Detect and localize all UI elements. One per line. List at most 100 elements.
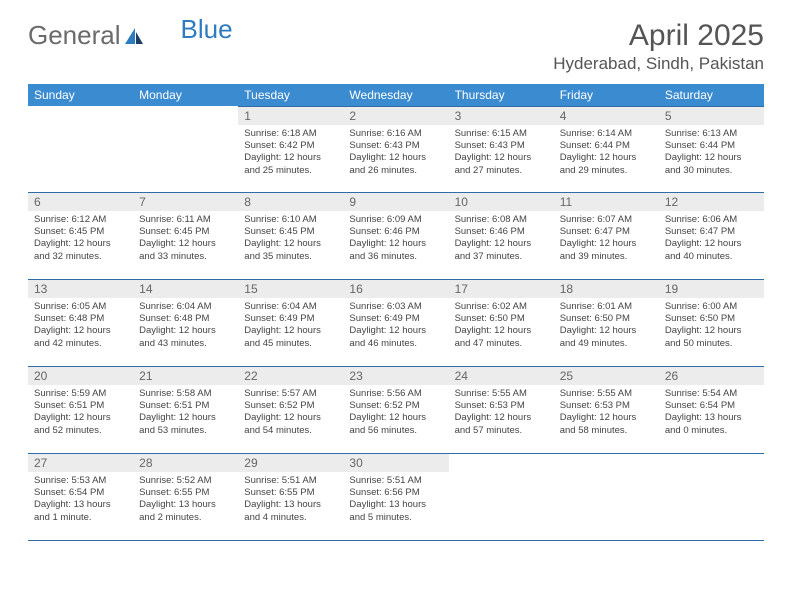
daylight-line1: Daylight: 12 hours <box>139 325 232 337</box>
day-number: 11 <box>554 193 659 211</box>
day-number: 6 <box>28 193 133 211</box>
day-details: Sunrise: 6:02 AMSunset: 6:50 PMDaylight:… <box>449 298 554 352</box>
daylight-line1: Daylight: 12 hours <box>665 238 758 250</box>
calendar-cell: 30Sunrise: 5:51 AMSunset: 6:56 PMDayligh… <box>343 453 448 540</box>
sunrise-text: Sunrise: 5:51 AM <box>349 475 442 487</box>
sunset-text: Sunset: 6:53 PM <box>455 400 548 412</box>
calendar-cell: 29Sunrise: 5:51 AMSunset: 6:55 PMDayligh… <box>238 453 343 540</box>
daylight-line1: Daylight: 12 hours <box>34 238 127 250</box>
daylight-line1: Daylight: 12 hours <box>139 412 232 424</box>
sunrise-text: Sunrise: 5:55 AM <box>455 388 548 400</box>
daylight-line2: and 46 minutes. <box>349 338 442 350</box>
day-details: Sunrise: 6:09 AMSunset: 6:46 PMDaylight:… <box>343 211 448 265</box>
day-details: Sunrise: 6:13 AMSunset: 6:44 PMDaylight:… <box>659 125 764 179</box>
calendar-cell: 14Sunrise: 6:04 AMSunset: 6:48 PMDayligh… <box>133 279 238 366</box>
daylight-line2: and 47 minutes. <box>455 338 548 350</box>
calendar-cell: 1Sunrise: 6:18 AMSunset: 6:42 PMDaylight… <box>238 106 343 193</box>
daylight-line1: Daylight: 13 hours <box>665 412 758 424</box>
day-number: 19 <box>659 280 764 298</box>
calendar-row: 27Sunrise: 5:53 AMSunset: 6:54 PMDayligh… <box>28 453 764 540</box>
daylight-line2: and 29 minutes. <box>560 165 653 177</box>
day-number: 10 <box>449 193 554 211</box>
day-number: 21 <box>133 367 238 385</box>
dayhead-tue: Tuesday <box>238 84 343 106</box>
brand-part1: General <box>28 20 121 51</box>
day-number: 3 <box>449 106 554 125</box>
daylight-line2: and 57 minutes. <box>455 425 548 437</box>
day-details: Sunrise: 6:14 AMSunset: 6:44 PMDaylight:… <box>554 125 659 179</box>
calendar-cell: 11Sunrise: 6:07 AMSunset: 6:47 PMDayligh… <box>554 192 659 279</box>
daylight-line1: Daylight: 12 hours <box>455 325 548 337</box>
day-details: Sunrise: 6:04 AMSunset: 6:48 PMDaylight:… <box>133 298 238 352</box>
calendar-cell <box>133 106 238 193</box>
sunrise-text: Sunrise: 5:51 AM <box>244 475 337 487</box>
day-number: 23 <box>343 367 448 385</box>
day-details: Sunrise: 6:18 AMSunset: 6:42 PMDaylight:… <box>238 125 343 179</box>
sunrise-text: Sunrise: 6:11 AM <box>139 214 232 226</box>
calendar-cell: 13Sunrise: 6:05 AMSunset: 6:48 PMDayligh… <box>28 279 133 366</box>
calendar-cell: 27Sunrise: 5:53 AMSunset: 6:54 PMDayligh… <box>28 453 133 540</box>
daylight-line1: Daylight: 12 hours <box>349 152 442 164</box>
calendar-row: 1Sunrise: 6:18 AMSunset: 6:42 PMDaylight… <box>28 106 764 193</box>
sunrise-text: Sunrise: 6:12 AM <box>34 214 127 226</box>
sunset-text: Sunset: 6:45 PM <box>139 226 232 238</box>
daylight-line2: and 54 minutes. <box>244 425 337 437</box>
calendar-cell <box>28 106 133 193</box>
calendar-cell: 17Sunrise: 6:02 AMSunset: 6:50 PMDayligh… <box>449 279 554 366</box>
day-number: 16 <box>343 280 448 298</box>
sunrise-text: Sunrise: 5:56 AM <box>349 388 442 400</box>
daylight-line1: Daylight: 12 hours <box>455 412 548 424</box>
sunset-text: Sunset: 6:45 PM <box>244 226 337 238</box>
daylight-line1: Daylight: 13 hours <box>34 499 127 511</box>
sunrise-text: Sunrise: 5:57 AM <box>244 388 337 400</box>
calendar-cell <box>554 453 659 540</box>
dayhead-wed: Wednesday <box>343 84 448 106</box>
daylight-line1: Daylight: 12 hours <box>139 238 232 250</box>
day-details: Sunrise: 6:10 AMSunset: 6:45 PMDaylight:… <box>238 211 343 265</box>
day-details: Sunrise: 6:16 AMSunset: 6:43 PMDaylight:… <box>343 125 448 179</box>
calendar-row: 13Sunrise: 6:05 AMSunset: 6:48 PMDayligh… <box>28 279 764 366</box>
daylight-line2: and 33 minutes. <box>139 251 232 263</box>
day-details: Sunrise: 6:04 AMSunset: 6:49 PMDaylight:… <box>238 298 343 352</box>
daylight-line2: and 43 minutes. <box>139 338 232 350</box>
calendar-cell: 12Sunrise: 6:06 AMSunset: 6:47 PMDayligh… <box>659 192 764 279</box>
day-number: 18 <box>554 280 659 298</box>
daylight-line2: and 52 minutes. <box>34 425 127 437</box>
dayhead-sat: Saturday <box>659 84 764 106</box>
calendar-cell: 18Sunrise: 6:01 AMSunset: 6:50 PMDayligh… <box>554 279 659 366</box>
sunrise-text: Sunrise: 6:00 AM <box>665 301 758 313</box>
day-details: Sunrise: 6:11 AMSunset: 6:45 PMDaylight:… <box>133 211 238 265</box>
daylight-line2: and 4 minutes. <box>244 512 337 524</box>
calendar-body: 1Sunrise: 6:18 AMSunset: 6:42 PMDaylight… <box>28 106 764 541</box>
sunrise-text: Sunrise: 6:09 AM <box>349 214 442 226</box>
sunrise-text: Sunrise: 5:59 AM <box>34 388 127 400</box>
calendar-cell: 5Sunrise: 6:13 AMSunset: 6:44 PMDaylight… <box>659 106 764 193</box>
calendar-cell: 25Sunrise: 5:55 AMSunset: 6:53 PMDayligh… <box>554 366 659 453</box>
sunset-text: Sunset: 6:43 PM <box>349 140 442 152</box>
header: General Blue April 2025 Hyderabad, Sindh… <box>28 20 764 74</box>
daylight-line1: Daylight: 12 hours <box>560 238 653 250</box>
sunrise-text: Sunrise: 6:18 AM <box>244 128 337 140</box>
sunset-text: Sunset: 6:45 PM <box>34 226 127 238</box>
day-details: Sunrise: 5:58 AMSunset: 6:51 PMDaylight:… <box>133 385 238 439</box>
day-details: Sunrise: 5:57 AMSunset: 6:52 PMDaylight:… <box>238 385 343 439</box>
sunrise-text: Sunrise: 6:15 AM <box>455 128 548 140</box>
day-number: 27 <box>28 454 133 472</box>
daylight-line2: and 32 minutes. <box>34 251 127 263</box>
page-root: General Blue April 2025 Hyderabad, Sindh… <box>0 0 792 561</box>
sunrise-text: Sunrise: 6:04 AM <box>244 301 337 313</box>
daylight-line1: Daylight: 12 hours <box>665 325 758 337</box>
sunset-text: Sunset: 6:51 PM <box>34 400 127 412</box>
calendar-cell: 9Sunrise: 6:09 AMSunset: 6:46 PMDaylight… <box>343 192 448 279</box>
day-details: Sunrise: 5:56 AMSunset: 6:52 PMDaylight:… <box>343 385 448 439</box>
sunrise-text: Sunrise: 5:58 AM <box>139 388 232 400</box>
location-subtitle: Hyderabad, Sindh, Pakistan <box>553 54 764 74</box>
calendar-cell: 15Sunrise: 6:04 AMSunset: 6:49 PMDayligh… <box>238 279 343 366</box>
daylight-line1: Daylight: 12 hours <box>455 238 548 250</box>
daylight-line2: and 39 minutes. <box>560 251 653 263</box>
daylight-line2: and 5 minutes. <box>349 512 442 524</box>
sunset-text: Sunset: 6:55 PM <box>244 487 337 499</box>
sunset-text: Sunset: 6:43 PM <box>455 140 548 152</box>
day-number: 28 <box>133 454 238 472</box>
day-number: 17 <box>449 280 554 298</box>
